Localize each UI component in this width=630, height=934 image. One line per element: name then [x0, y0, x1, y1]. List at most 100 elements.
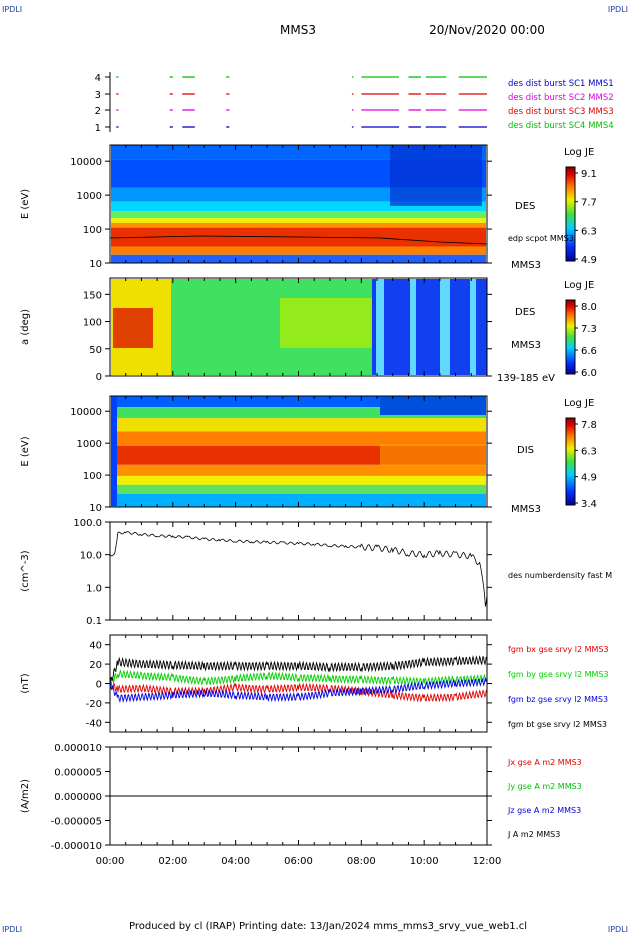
current-y-tick-label: 0.000005	[54, 768, 102, 779]
des-pa-band	[376, 279, 384, 375]
current-legend-entry: Jy gse A m2 MMS3	[507, 782, 582, 791]
des-energy-side-label: edp scpot MMS3	[508, 234, 574, 243]
des-pa-band	[410, 279, 416, 375]
current-y-tick-label: -0.000005	[51, 817, 102, 828]
des-energy-band	[111, 246, 486, 255]
des-energy-dark-region	[390, 146, 482, 206]
header-spacecraft: MMS3	[280, 23, 316, 37]
des-pa-y-tick-label: 150	[83, 290, 102, 301]
des-pa-band	[280, 298, 380, 348]
des-energy-colorbar-tick-label: 7.7	[581, 198, 597, 209]
des-energy-side-label: MMS3	[511, 260, 541, 271]
des-pa-side-label: MMS3	[511, 340, 541, 351]
des-energy-colorbar	[565, 166, 576, 262]
bfield-y-tick-label: -20	[86, 699, 102, 710]
des-energy-y-tick-label: 1000	[77, 191, 102, 202]
density-y-tick-label: 1.0	[86, 583, 102, 594]
dis-energy-colorbar-title: Log JE	[564, 398, 594, 409]
des-energy-band	[111, 218, 486, 223]
des-energy-colorbar-tick-label: 6.3	[581, 226, 597, 237]
scpot-line	[109, 235, 488, 245]
burst-legend-entry: des dist burst SC3 MMS3	[508, 107, 614, 117]
current-y-tick-label: -0.000010	[51, 841, 102, 852]
header-date-time: 20/Nov/2020 00:00	[429, 23, 545, 37]
des-pa-band	[372, 279, 487, 375]
dis-energy-colorbar-tick-label: 3.4	[581, 499, 597, 510]
x-tick-label: 02:00	[158, 856, 187, 867]
dis-energy-colorbar	[565, 417, 576, 506]
des-pa-image	[111, 279, 487, 375]
x-tick-label: 08:00	[347, 856, 376, 867]
dis-energy-colorbar-tick-label: 4.9	[581, 473, 597, 484]
corner-label-top-left: IPDLI	[2, 5, 22, 14]
bfield-series-line	[109, 669, 487, 687]
dis-energy-y-tick-label: 100	[83, 471, 102, 482]
bfield-legend-entry: fgm bz gse srvy l2 MMS3	[508, 695, 608, 704]
dis-energy-band	[111, 484, 486, 494]
dis-energy-band	[111, 464, 486, 476]
bfield-legend-entry: fgm bt gse srvy l2 MMS3	[508, 720, 607, 729]
dis-energy-band	[111, 396, 486, 408]
dis-energy-colorbar-tick-label: 7.8	[581, 420, 597, 431]
des-pa-side-label: DES	[515, 307, 535, 318]
x-tick-label: 12:00	[473, 856, 502, 867]
bfield-y-tick-label: -40	[86, 718, 102, 729]
current-y-tick-label: 0.000000	[54, 792, 102, 803]
burst-legend-entry: des dist burst SC4 MMS4	[508, 121, 614, 131]
dis-energy-colorbar-tick-label: 6.3	[581, 446, 597, 457]
corner-label-top-right: IPDLI	[608, 5, 628, 14]
bfield-y-tick-label: 20	[89, 660, 102, 671]
dis-energy-band	[111, 397, 117, 506]
des-energy-ylabel: E (eV)	[20, 189, 31, 219]
current-y-tick-label: 0.000010	[54, 743, 102, 754]
des-energy-band	[111, 222, 486, 228]
burst-y-tick-label: 1	[95, 123, 101, 134]
density-ylabel: (cm^-3)	[20, 550, 31, 591]
corner-label-bottom-right: IPDLI	[608, 925, 628, 934]
x-tick-label: 00:00	[96, 856, 125, 867]
dis-energy-band	[111, 475, 486, 485]
x-tick-label: 04:00	[221, 856, 250, 867]
x-tick-label: 06:00	[284, 856, 313, 867]
des-pa-colorbar-tick-label: 6.6	[581, 346, 597, 357]
dis-energy-band	[111, 407, 486, 419]
des-pa-y-tick-label: 50	[89, 345, 102, 356]
density-y-tick-label: 0.1	[86, 616, 102, 627]
des-energy-colorbar-tick-label: 4.9	[581, 255, 597, 266]
current-legend-entry: Jz gse A m2 MMS3	[507, 806, 581, 815]
burst-legend-entry: des dist burst SC2 MMS2	[508, 93, 614, 103]
des-pa-y-tick-label: 100	[83, 318, 102, 329]
density-y-tick-label: 10.0	[80, 551, 102, 562]
dis-energy-side-label: DIS	[517, 445, 534, 456]
des-energy-band	[111, 201, 486, 212]
bfield-series-line	[109, 677, 487, 703]
bfield-y-tick-label: 0	[96, 680, 102, 691]
current-legend-entry: J A m2 MMS3	[507, 830, 560, 839]
bfield-series-line	[109, 679, 487, 703]
des-energy-band	[111, 211, 486, 219]
des-pa-side-label: 139-185 eV	[497, 373, 555, 384]
corner-label-bottom-left: IPDLI	[2, 925, 22, 934]
des-pa-band	[113, 308, 153, 348]
density-legend-entry: des numberdensity fast M	[508, 571, 612, 580]
current-legend-entry: Jx gse A m2 MMS3	[507, 758, 582, 767]
des-energy-y-tick-label: 10000	[70, 157, 102, 168]
dis-energy-side-label: MMS3	[511, 504, 541, 515]
des-pa-colorbar	[565, 299, 576, 375]
burst-y-tick-label: 4	[95, 73, 101, 84]
des-pa-band	[470, 279, 476, 375]
des-pa-colorbar-title: Log JE	[564, 280, 594, 291]
des-pa-ylabel: a (deg)	[20, 309, 31, 345]
des-pa-colorbar-tick-label: 6.0	[581, 368, 597, 379]
bfield-legend-entry: fgm bx gse srvy l2 MMS3	[508, 645, 609, 654]
dis-energy-band	[111, 418, 486, 432]
dis-energy-ylabel: E (eV)	[20, 436, 31, 466]
burst-legend-entry: des dist burst SC1 MMS1	[508, 79, 614, 89]
bfield-ylabel: (nT)	[20, 673, 31, 693]
des-energy-y-tick-label: 10	[89, 259, 102, 270]
dis-energy-y-tick-label: 10	[89, 503, 102, 514]
dis-energy-band	[111, 431, 486, 446]
dis-energy-y-tick-label: 10000	[70, 407, 102, 418]
dis-energy-band	[111, 493, 486, 507]
